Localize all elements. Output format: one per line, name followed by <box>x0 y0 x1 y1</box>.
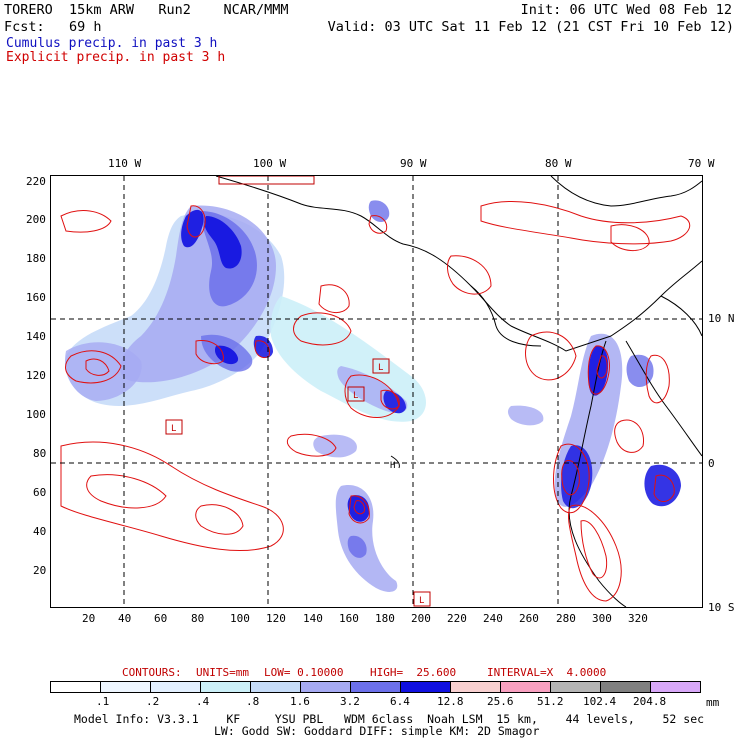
cumulus-precip-shading <box>65 200 681 592</box>
model-info-line2: LW: Godd SW: Goddard DIFF: simple KM: 2D… <box>214 724 540 738</box>
colorbar-label: 1.6 <box>290 695 310 708</box>
low-marker-label: L <box>353 391 358 401</box>
colorbar-label: 25.6 <box>487 695 514 708</box>
header-forecast-hour: Fcst: 69 h <box>4 19 102 35</box>
lat-lon-grid <box>51 176 702 607</box>
colorbar-swatch <box>100 681 151 693</box>
colorbar-label: .4 <box>196 695 210 708</box>
colorbar-swatch <box>400 681 451 693</box>
y-tick: 180 <box>26 252 46 265</box>
lon-label-100w: 100 W <box>253 157 287 170</box>
y-tick: 160 <box>26 291 46 304</box>
x-tick: 280 <box>556 612 576 625</box>
header-title: TORERO 15km ARW Run2 NCAR/MMM <box>4 2 289 18</box>
low-marker-label: L <box>419 596 424 606</box>
x-tick: 220 <box>447 612 467 625</box>
y-tick: 140 <box>26 330 46 343</box>
lat-label-0: 0 <box>708 457 715 470</box>
y-tick: 80 <box>33 447 47 460</box>
precip-map: L L L L H <box>50 175 703 608</box>
colorbar-swatch <box>500 681 551 693</box>
x-tick: 140 <box>303 612 323 625</box>
low-marker-label: L <box>171 424 176 434</box>
x-tick: 260 <box>519 612 539 625</box>
x-tick: 300 <box>592 612 612 625</box>
colorbar-label: .8 <box>246 695 260 708</box>
colorbar-swatch <box>350 681 401 693</box>
colorbar-swatch <box>200 681 251 693</box>
colorbar-label: 204.8 <box>633 695 667 708</box>
x-tick: 60 <box>154 612 168 625</box>
contours-units: UNITS=mm <box>196 666 249 679</box>
contours-low: LOW= 0.10000 <box>264 666 344 679</box>
colorbar-swatch <box>600 681 651 693</box>
lon-label-70w: 70 W <box>688 157 715 170</box>
model-info-line1: Model Info: V3.3.1 KF YSU PBL WDM 6class… <box>74 712 705 726</box>
colorbar-swatch <box>150 681 201 693</box>
y-tick: 60 <box>33 486 47 499</box>
precip-map-svg: L L L L H <box>51 176 702 607</box>
x-tick: 120 <box>266 612 286 625</box>
x-tick: 200 <box>411 612 431 625</box>
contours-interval: INTERVAL=X 4.0000 <box>487 666 607 679</box>
lat-label-10n: 10 N <box>708 312 735 325</box>
low-markers: L L L L H <box>165 176 431 607</box>
lon-label-110w: 110 W <box>108 157 142 170</box>
x-tick: 180 <box>375 612 395 625</box>
lat-label-10s: 10 S <box>708 601 735 614</box>
x-tick: 20 <box>82 612 96 625</box>
colorbar-label: .1 <box>96 695 110 708</box>
legend-cumulus: Cumulus precip. in past 3 h <box>6 36 218 51</box>
y-tick: 20 <box>33 564 47 577</box>
colorbar-swatch <box>450 681 501 693</box>
legend-explicit: Explicit precip. in past 3 h <box>6 50 226 65</box>
lon-label-90w: 90 W <box>400 157 427 170</box>
y-tick: 200 <box>26 213 46 226</box>
x-tick: 100 <box>230 612 250 625</box>
colorbar-unit: mm <box>706 696 720 709</box>
colorbar-label: .2 <box>146 695 160 708</box>
y-tick: 40 <box>33 525 47 538</box>
contours-label: CONTOURS: <box>122 666 182 679</box>
high-marker-label: H <box>390 461 395 471</box>
x-tick: 240 <box>483 612 503 625</box>
colorbar-swatch <box>650 681 701 693</box>
header-valid-time: Valid: 03 UTC Sat 11 Feb 12 (21 CST Fri … <box>327 19 734 35</box>
y-tick: 100 <box>26 408 46 421</box>
x-tick: 160 <box>339 612 359 625</box>
contours-high: HIGH= 25.600 <box>370 666 457 679</box>
coastlines <box>215 176 702 607</box>
colorbar-swatch <box>550 681 601 693</box>
lon-label-80w: 80 W <box>545 157 572 170</box>
y-tick: 120 <box>26 369 46 382</box>
x-tick: 80 <box>191 612 205 625</box>
colorbar-label: 12.8 <box>437 695 464 708</box>
colorbar-label: 3.2 <box>340 695 360 708</box>
colorbar-swatch <box>250 681 301 693</box>
low-marker-label: L <box>378 363 383 373</box>
colorbar-label: 51.2 <box>537 695 564 708</box>
colorbar-label: 6.4 <box>390 695 410 708</box>
x-tick: 40 <box>118 612 132 625</box>
y-tick: 220 <box>26 175 46 188</box>
x-tick: 320 <box>628 612 648 625</box>
header-init-time: Init: 06 UTC Wed 08 Feb 12 <box>520 2 732 18</box>
colorbar-swatch <box>50 681 101 693</box>
colorbar-label: 102.4 <box>583 695 617 708</box>
colorbar-swatch <box>300 681 351 693</box>
explicit-precip-contours <box>60 201 691 602</box>
